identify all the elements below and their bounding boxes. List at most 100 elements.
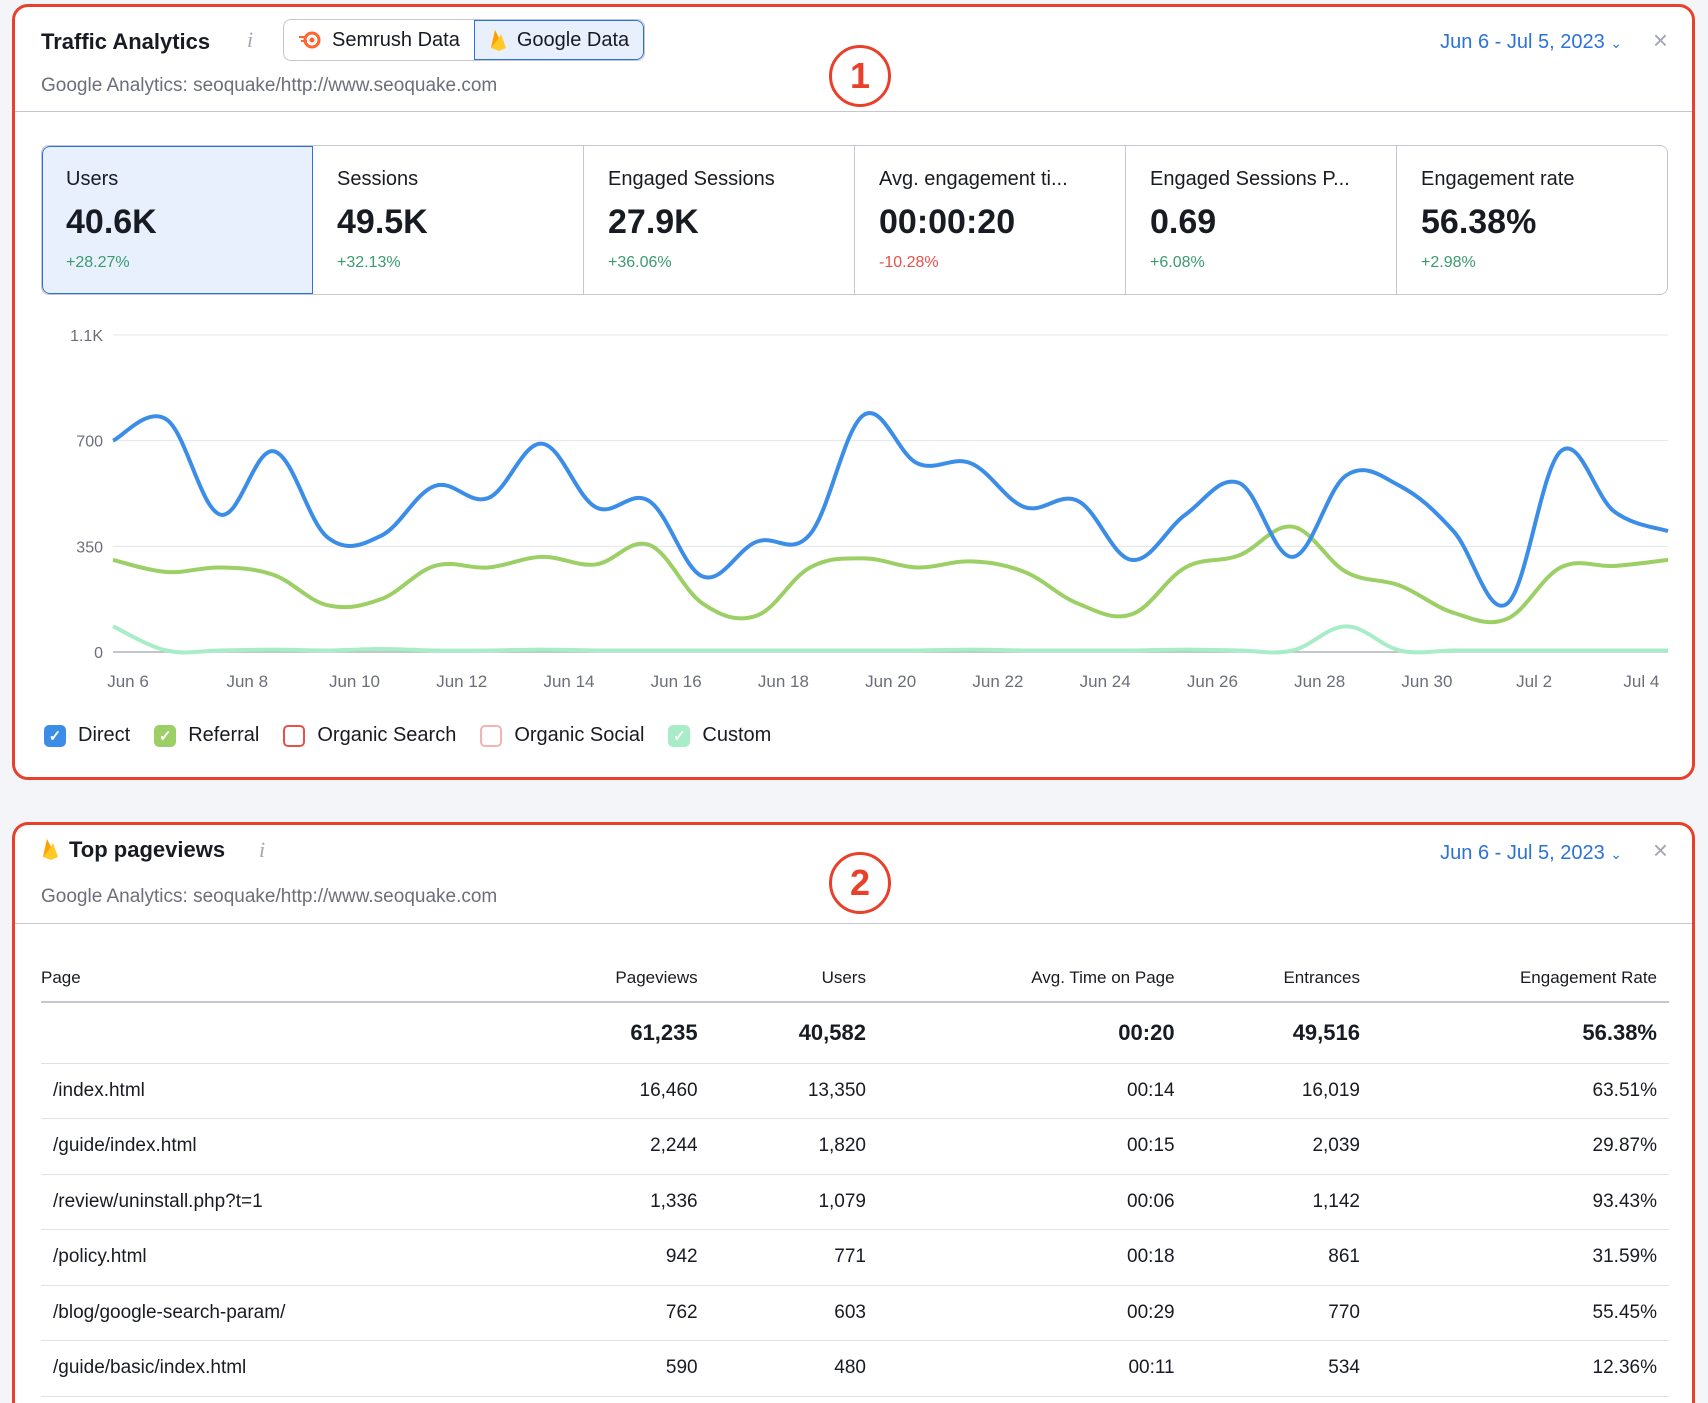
- date-range-dropdown[interactable]: Jun 6 - Jul 5, 2023 ⌄: [1440, 31, 1622, 54]
- x-tick-label: Jun 22: [972, 672, 1023, 691]
- value-cell: 861: [1186, 1229, 1372, 1286]
- metric-engaged-sessions[interactable]: Engaged Sessions 27.9K +36.06%: [584, 146, 855, 294]
- chart-legend: ✓ Direct ✓ Referral Organic Search Organic So…: [44, 724, 771, 747]
- metric-value: 00:00:20: [879, 203, 1016, 241]
- checkbox-checked-icon[interactable]: ✓: [154, 724, 177, 747]
- legend-item-referral[interactable]: ✓ Referral: [154, 724, 259, 747]
- legend-label: Organic Search: [317, 724, 457, 746]
- chevron-down-icon: ⌄: [1610, 846, 1622, 862]
- date-range-dropdown[interactable]: Jun 6 - Jul 5, 2023 ⌄: [1440, 842, 1622, 865]
- checkbox-unchecked-icon[interactable]: [480, 724, 503, 747]
- metric-delta: +32.13%: [337, 254, 401, 271]
- total-cell: 00:20: [877, 1002, 1187, 1064]
- semrush-logo-icon: [299, 31, 321, 49]
- value-cell: 16,019: [1186, 1063, 1372, 1119]
- page-cell[interactable]: /blog/google-search-param/: [41, 1285, 514, 1341]
- value-cell: 770: [1186, 1285, 1372, 1341]
- value-cell: 55.45%: [1371, 1285, 1669, 1341]
- total-cell: 49,516: [1186, 1002, 1372, 1064]
- column-header[interactable]: Page: [41, 955, 514, 1003]
- y-tick-label: 700: [76, 434, 103, 451]
- top-pageviews-table: Page Pageviews Users Avg. Time on Page Entra…: [41, 955, 1669, 1397]
- table-row[interactable]: /guide/basic/index.html 590 480 00:11 534 12.…: [41, 1340, 1669, 1397]
- series-line-direct: [112, 411, 1669, 608]
- close-icon[interactable]: ×: [1652, 835, 1668, 865]
- total-cell: 56.38%: [1371, 1002, 1669, 1064]
- metric-value: 40.6K: [66, 203, 157, 241]
- traffic-line-chart: 0 350 700 1.1K Jun 6 Jun 8 Jun 10 Jun 12 Jun 14 J…: [70, 328, 1669, 691]
- page-cell[interactable]: /index.html: [41, 1063, 514, 1119]
- checkbox-checked-icon[interactable]: ✓: [668, 724, 691, 747]
- value-cell: 31.59%: [1371, 1229, 1669, 1286]
- table-row[interactable]: /guide/index.html 2,244 1,820 00:15 2,039 29.…: [41, 1118, 1669, 1175]
- page-cell[interactable]: /guide/index.html: [41, 1118, 514, 1175]
- close-icon[interactable]: ×: [1652, 25, 1668, 55]
- y-tick-label: 1.1K: [70, 328, 103, 345]
- metric-label: Engaged Sessions: [608, 168, 775, 190]
- page-cell[interactable]: /guide/basic/index.html: [41, 1340, 514, 1397]
- legend-item-custom[interactable]: ✓ Custom: [668, 724, 771, 747]
- date-range-label: Jun 6 - Jul 5, 2023: [1440, 842, 1605, 864]
- x-tick-label: Jun 28: [1294, 672, 1345, 691]
- annotation-marker: 2: [829, 852, 891, 914]
- metric-engaged-sessions-per-user[interactable]: Engaged Sessions P... 0.69 +6.08%: [1126, 146, 1397, 294]
- metric-avg-engagement-time[interactable]: Avg. engagement ti... 00:00:20 -10.28%: [855, 146, 1126, 294]
- semrush-data-button[interactable]: Semrush Data: [284, 20, 474, 60]
- column-header[interactable]: Entrances: [1186, 955, 1372, 1003]
- page-cell[interactable]: /policy.html: [41, 1229, 514, 1286]
- metric-delta: +28.27%: [66, 254, 130, 271]
- series-line-referral: [112, 524, 1669, 625]
- y-tick-label: 350: [76, 539, 103, 556]
- y-tick-label: 0: [94, 645, 103, 662]
- widget-title: Traffic Analytics: [41, 29, 211, 54]
- google-data-label: Google Data: [516, 28, 630, 51]
- value-cell: 63.51%: [1371, 1063, 1669, 1119]
- x-tick-label: Jun 26: [1187, 672, 1238, 691]
- metric-label: Sessions: [337, 168, 419, 190]
- legend-label: Referral: [188, 724, 260, 746]
- column-header[interactable]: Avg. Time on Page: [877, 955, 1187, 1003]
- metric-label: Avg. engagement ti...: [879, 168, 1068, 190]
- value-cell: 00:14: [877, 1063, 1187, 1119]
- column-header[interactable]: Engagement Rate: [1371, 955, 1669, 1003]
- metric-sessions[interactable]: Sessions 49.5K +32.13%: [313, 146, 584, 294]
- table-row[interactable]: /review/uninstall.php?t=1 1,336 1,079 00:06…: [41, 1174, 1669, 1230]
- traffic-analytics-widget: Traffic Analytics i Semrush Data Google …: [12, 4, 1695, 780]
- widget-title: Top pageviews: [69, 837, 226, 862]
- value-cell: 00:18: [877, 1229, 1187, 1286]
- x-tick-label: Jul 2: [1516, 672, 1552, 691]
- value-cell: 16,460: [513, 1063, 710, 1119]
- chevron-down-icon: ⌄: [1610, 35, 1622, 51]
- info-icon[interactable]: i: [259, 837, 266, 862]
- value-cell: 762: [513, 1285, 710, 1341]
- metrics-row: Users 40.6K +28.27% Sessions 49.5K +32.13% E…: [41, 145, 1668, 295]
- legend-item-direct[interactable]: ✓ Direct: [44, 724, 130, 747]
- x-tick-label: Jul 4: [1623, 672, 1659, 691]
- checkbox-checked-icon[interactable]: ✓: [44, 724, 66, 747]
- value-cell: 12.36%: [1371, 1340, 1669, 1397]
- metric-users[interactable]: Users 40.6K +28.27%: [42, 146, 313, 294]
- date-range-label: Jun 6 - Jul 5, 2023: [1440, 31, 1605, 53]
- page-cell[interactable]: /review/uninstall.php?t=1: [41, 1174, 514, 1230]
- info-icon[interactable]: i: [247, 27, 254, 52]
- value-cell: 00:29: [877, 1285, 1187, 1341]
- column-header[interactable]: Users: [709, 955, 878, 1003]
- table-row[interactable]: /index.html 16,460 13,350 00:14 16,019 63.51%: [41, 1063, 1669, 1119]
- metric-engagement-rate[interactable]: Engagement rate 56.38% +2.98%: [1397, 146, 1667, 294]
- google-data-button[interactable]: Google Data: [473, 20, 645, 60]
- semrush-data-label: Semrush Data: [332, 28, 460, 51]
- value-cell: 93.43%: [1371, 1174, 1669, 1230]
- totals-row: 61,235 40,582 00:20 49,516 56.38%: [41, 1002, 1669, 1064]
- legend-item-organic-search[interactable]: Organic Search: [283, 724, 456, 747]
- x-tick-label: Jun 20: [865, 672, 916, 691]
- metric-delta: +2.98%: [1421, 254, 1476, 271]
- column-header[interactable]: Pageviews: [513, 955, 710, 1003]
- x-tick-label: Jun 8: [226, 672, 268, 691]
- table-row[interactable]: /policy.html 942 771 00:18 861 31.59%: [41, 1229, 1669, 1286]
- checkbox-unchecked-icon[interactable]: [283, 724, 306, 747]
- metric-label: Engagement rate: [1421, 168, 1575, 190]
- value-cell: 534: [1186, 1340, 1372, 1397]
- x-tick-label: Jun 24: [1080, 672, 1131, 691]
- table-row[interactable]: /blog/google-search-param/762 603 00:29 770…: [41, 1285, 1669, 1341]
- legend-item-organic-social[interactable]: Organic Social: [480, 724, 644, 747]
